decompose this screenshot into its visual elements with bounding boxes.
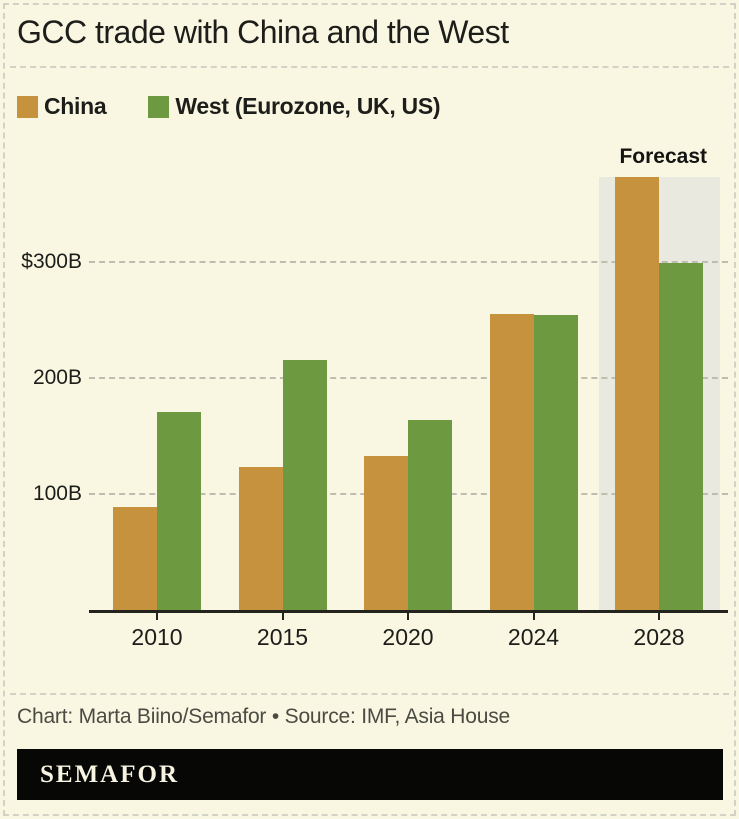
legend-label-china: China (44, 93, 107, 119)
west-legend-swatch (148, 95, 170, 118)
y-axis-label-100: 100B (32, 482, 82, 505)
legend-label-west: West (Eurozone, UK, US) (175, 93, 441, 119)
bar-west-2020 (408, 419, 452, 611)
y-gridline-200: 200B (33, 366, 728, 389)
x-axis-label-2024: 2024 (507, 624, 560, 650)
bar-west-2028 (659, 263, 703, 611)
x-axis-tick-2020 (407, 613, 409, 620)
semafor-logo-text: SEMAFOR (40, 760, 179, 788)
plot-area: Forecast 100B 200B $300B 2010 2015 2020 2024 2… (21, 145, 728, 650)
semafor-logo-bar: SEMAFOR (17, 749, 723, 800)
legend: China West (Eurozone, UK, US) (17, 93, 441, 120)
footer-divider (10, 693, 729, 695)
bar-china-2010 (113, 506, 157, 611)
bar-west-2024 (533, 315, 578, 611)
chart-title: GCC trade with China and the West (17, 14, 509, 50)
x-axis-tick-2024 (532, 613, 535, 620)
bar-west-2015 (282, 360, 327, 611)
x-axis-line (89, 610, 728, 613)
bar-china-2015 (238, 467, 283, 611)
forecast-label: Forecast (619, 145, 707, 168)
y-axis-label-200: 200B (32, 366, 82, 389)
x-axis-label-2020: 2020 (382, 624, 434, 650)
x-axis-tick-2010 (156, 613, 158, 620)
china-legend-swatch (17, 95, 38, 118)
x-axis-label-2015: 2015 (256, 624, 309, 650)
x-axis-tick-2028 (658, 613, 660, 620)
y-axis-label-300: $300B (21, 250, 82, 273)
bar-west-2010 (157, 411, 201, 611)
bar-china-2028 (615, 177, 659, 611)
chart-credit: Chart: Marta Biino/Semafor • Source: IMF… (17, 705, 510, 728)
legend-item-china: China (17, 93, 107, 120)
x-axis-tick-2015 (281, 613, 284, 620)
x-axis-label-2010: 2010 (131, 624, 183, 650)
header-divider (10, 66, 729, 68)
x-axis-label-2028: 2028 (633, 624, 685, 650)
bar-china-2024 (489, 314, 534, 611)
legend-item-west: West (Eurozone, UK, US) (148, 93, 441, 120)
bar-china-2020 (364, 455, 408, 611)
y-gridline-300: $300B (21, 250, 728, 273)
